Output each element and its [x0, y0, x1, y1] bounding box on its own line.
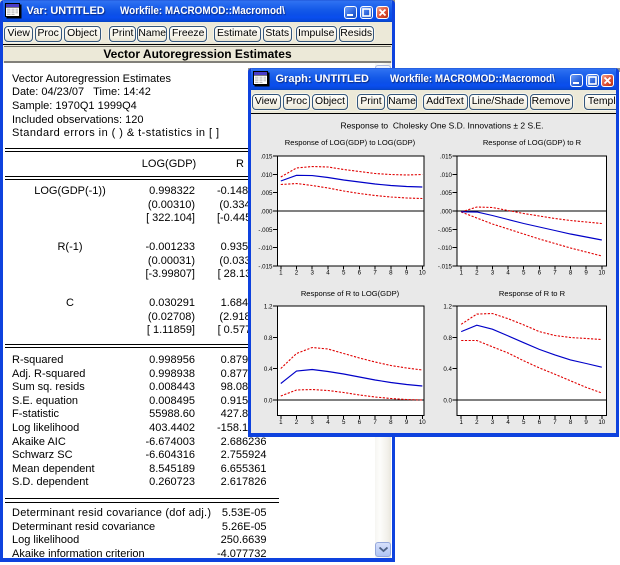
svg-text:7: 7: [553, 419, 557, 426]
svg-text:5: 5: [342, 419, 346, 426]
svg-text:.000: .000: [260, 209, 273, 216]
svg-text:3: 3: [491, 419, 495, 426]
svg-text:4: 4: [506, 270, 510, 277]
svg-text:8: 8: [569, 419, 573, 426]
svg-text:5: 5: [342, 270, 346, 277]
svg-text:1: 1: [279, 419, 283, 426]
svg-text:.005: .005: [260, 190, 273, 197]
svg-text:0.0: 0.0: [264, 398, 273, 405]
svg-text:10: 10: [598, 270, 605, 277]
svg-text:8: 8: [389, 270, 393, 277]
svg-text:10: 10: [598, 419, 605, 426]
svg-text:0.4: 0.4: [264, 366, 273, 373]
svg-text:1.2: 1.2: [443, 304, 452, 311]
svg-text:-.015: -.015: [258, 264, 273, 271]
svg-text:6: 6: [538, 419, 542, 426]
svg-text:2: 2: [475, 270, 479, 277]
svg-text:5: 5: [522, 419, 526, 426]
svg-text:3: 3: [311, 270, 315, 277]
svg-text:4: 4: [326, 270, 330, 277]
svg-text:0.4: 0.4: [443, 366, 452, 373]
svg-text:Response of LOG(GDP) to R: Response of LOG(GDP) to R: [483, 138, 582, 147]
svg-text:4: 4: [506, 419, 510, 426]
svg-text:5: 5: [522, 270, 526, 277]
svg-text:Response of R to R: Response of R to R: [499, 289, 566, 298]
svg-text:-.015: -.015: [438, 264, 453, 271]
svg-text:.015: .015: [440, 154, 453, 161]
svg-text:2: 2: [295, 270, 299, 277]
svg-text:-.005: -.005: [258, 227, 273, 234]
svg-text:7: 7: [553, 270, 557, 277]
svg-text:10: 10: [419, 270, 426, 277]
svg-text:.015: .015: [260, 154, 273, 161]
svg-text:8: 8: [569, 270, 573, 277]
svg-text:1.2: 1.2: [264, 304, 273, 311]
svg-text:0.0: 0.0: [443, 398, 452, 405]
svg-text:7: 7: [373, 419, 377, 426]
svg-text:3: 3: [491, 270, 495, 277]
svg-text:.000: .000: [440, 209, 453, 216]
svg-text:3: 3: [311, 419, 315, 426]
svg-text:7: 7: [373, 270, 377, 277]
svg-text:Response of R to LOG(GDP): Response of R to LOG(GDP): [301, 289, 400, 298]
svg-text:.010: .010: [260, 172, 273, 179]
svg-text:9: 9: [405, 270, 409, 277]
svg-text:9: 9: [405, 419, 409, 426]
svg-text:4: 4: [326, 419, 330, 426]
svg-text:8: 8: [389, 419, 393, 426]
svg-text:6: 6: [538, 270, 542, 277]
svg-text:2: 2: [295, 419, 299, 426]
svg-text:9: 9: [584, 270, 588, 277]
svg-text:1: 1: [459, 419, 463, 426]
svg-text:-.010: -.010: [258, 245, 273, 252]
svg-text:Response of LOG(GDP) to LOG(GD: Response of LOG(GDP) to LOG(GDP): [285, 138, 416, 147]
svg-text:6: 6: [358, 419, 362, 426]
svg-text:0.8: 0.8: [443, 335, 452, 342]
svg-text:1: 1: [279, 270, 283, 277]
svg-text:1: 1: [459, 270, 463, 277]
svg-text:-.005: -.005: [438, 227, 453, 234]
svg-text:.010: .010: [440, 172, 453, 179]
svg-text:0.8: 0.8: [264, 335, 273, 342]
svg-text:9: 9: [584, 419, 588, 426]
svg-text:Response to Cholesky One S.D.: Response to Cholesky One S.D. Innovation…: [340, 120, 543, 130]
svg-text:2: 2: [475, 419, 479, 426]
svg-text:10: 10: [419, 419, 426, 426]
svg-text:6: 6: [358, 270, 362, 277]
svg-text:.005: .005: [440, 190, 453, 197]
svg-text:-.010: -.010: [438, 245, 453, 252]
